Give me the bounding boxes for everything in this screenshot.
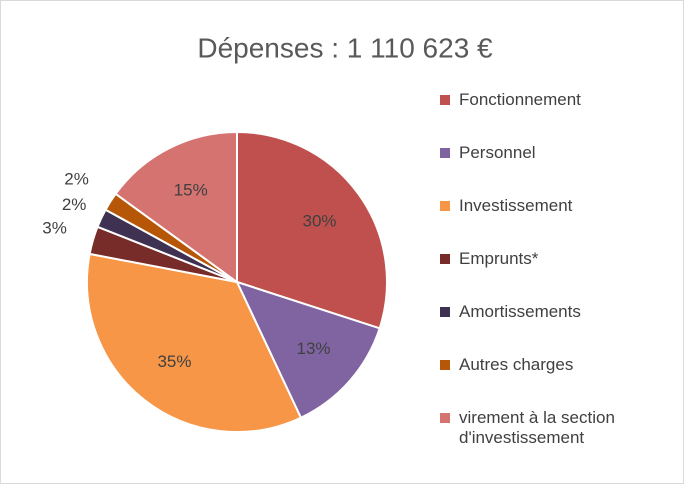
legend-swatch [440, 95, 450, 105]
legend-item: virement à la section d'investissement [440, 408, 650, 461]
data-label: 2% [64, 170, 89, 189]
legend-swatch [440, 148, 450, 158]
legend-item: Investissement [440, 196, 650, 249]
legend-item: Emprunts* [440, 249, 650, 302]
chart-title: Dépenses : 1 110 623 € [197, 32, 493, 63]
legend-swatch [440, 254, 450, 264]
legend-swatch [440, 360, 450, 370]
legend-label: Emprunts* [459, 249, 539, 268]
legend-item: Autres charges [440, 355, 650, 408]
pie-slice [86, 252, 303, 433]
legend-label: Investissement [459, 196, 573, 215]
data-label: 15% [174, 181, 208, 200]
legend-label: Fonctionnement [459, 90, 581, 109]
legend-label: Personnel [459, 143, 536, 162]
data-label: 35% [157, 352, 191, 371]
data-label: 3% [42, 218, 67, 237]
data-label: 30% [303, 212, 337, 231]
legend-swatch [440, 201, 450, 211]
legend-item: Fonctionnement [440, 90, 650, 143]
data-label: 13% [296, 339, 330, 358]
legend-swatch [440, 413, 450, 423]
data-label: 2% [62, 195, 87, 214]
pie-slice [114, 130, 238, 284]
legend-label: Amortissements [459, 302, 581, 321]
legend-item: Personnel [440, 143, 650, 196]
pie-slice [236, 130, 388, 330]
pie-slice [235, 280, 381, 420]
legend-item: Amortissements [440, 302, 650, 355]
legend-swatch [440, 307, 450, 317]
legend: Fonctionnement Personnel Investissement Emp… [440, 90, 650, 461]
legend-label: Autres charges [459, 355, 574, 374]
legend-label: virement à la section d'investissement [459, 408, 615, 447]
